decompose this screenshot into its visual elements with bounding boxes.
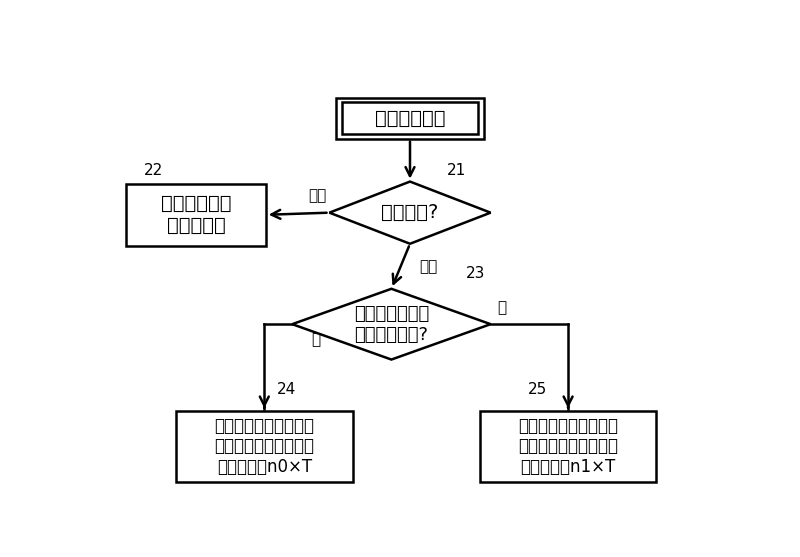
Text: 24: 24 [277, 382, 296, 397]
Bar [480, 411, 657, 482]
Text: 执行小区切换
或重选操作: 执行小区切换 或重选操作 [161, 194, 231, 235]
Text: 是: 是 [310, 332, 320, 347]
Text: 临区测量完成: 临区测量完成 [374, 109, 446, 128]
Text: 22: 22 [143, 163, 162, 178]
Polygon shape [330, 182, 490, 244]
Text: 有效测量?: 有效测量? [382, 203, 438, 222]
Text: 否: 否 [497, 300, 506, 315]
Text: 有效: 有效 [308, 188, 326, 203]
Bar [336, 98, 485, 139]
Bar [342, 102, 478, 134]
Text: 设定当前小区重选测量
到下次小区重选测量的
时间间隔为n0×T: 设定当前小区重选测量 到下次小区重选测量的 时间间隔为n0×T [214, 417, 314, 476]
Text: 25: 25 [528, 382, 547, 397]
Bar [176, 411, 353, 482]
Polygon shape [292, 289, 490, 360]
Text: 23: 23 [466, 266, 485, 281]
Text: 21: 21 [447, 163, 466, 178]
Text: 无效: 无效 [419, 259, 438, 274]
Text: 有效性度量参数
值大于预定值?: 有效性度量参数 值大于预定值? [354, 305, 429, 344]
Text: 设定当前小区重选测量
到下次小区重选测量的
时间间隔为n1×T: 设定当前小区重选测量 到下次小区重选测量的 时间间隔为n1×T [518, 417, 618, 476]
Bar [126, 184, 266, 246]
